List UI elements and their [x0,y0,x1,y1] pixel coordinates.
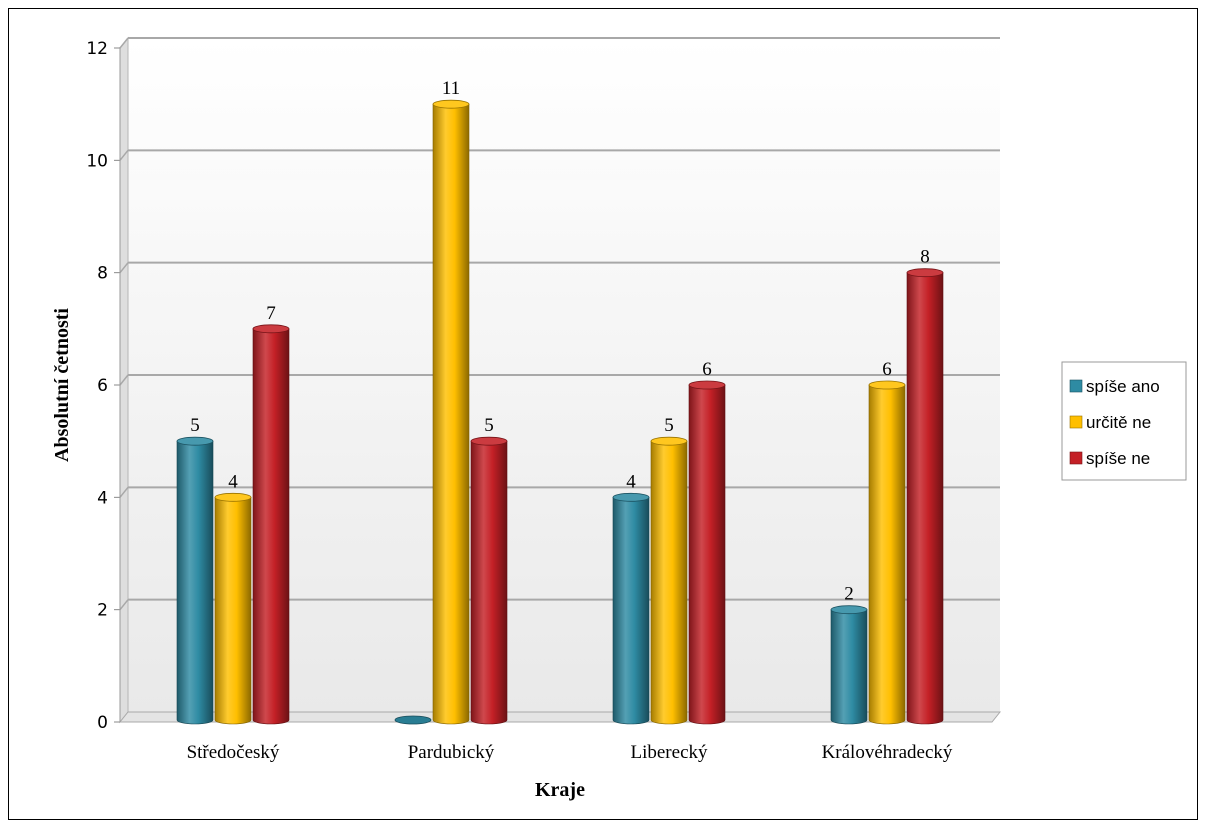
bar [830,605,868,725]
x-tick-label: Liberecký [630,742,708,763]
data-label: 4 [626,471,636,492]
bar-top [650,436,688,446]
data-label: 5 [664,415,674,436]
legend-label: spíše ano [1086,377,1160,396]
y-tick-label: 0 [97,713,108,733]
data-label: 5 [190,415,200,436]
legend-swatch [1069,451,1083,465]
bar [432,99,470,725]
bar-body [432,103,470,725]
bar-body [214,497,252,725]
bar-body [650,440,688,725]
data-label: 4 [228,471,238,492]
bar [252,324,290,725]
bar-top [252,324,290,334]
bar-body [470,440,508,725]
bar-top [612,492,650,502]
y-tick-label: 2 [97,601,108,621]
bar [906,268,944,725]
bar-top [830,605,868,615]
gridline-side [119,262,129,274]
bar [688,380,726,725]
data-label: 5 [484,415,494,436]
bar-top [868,380,906,390]
bar-top [394,715,432,725]
x-tick-label: Středočeský [187,742,280,763]
gridline-side [119,37,129,49]
y-tick-label: 4 [97,488,108,508]
data-label: 11 [442,78,460,99]
bar [394,715,432,725]
plot-floor [118,711,1002,723]
bar [612,492,650,725]
y-tick-label: 8 [97,264,108,284]
y-tick-label: 12 [86,39,108,59]
data-label: 6 [882,359,892,380]
bar [214,492,252,725]
legend-label: určitě ne [1086,413,1151,432]
legend-label: spíše ne [1086,449,1150,468]
gridline-side [119,149,129,161]
y-tick-label: 10 [86,151,108,171]
y-tick-label: 6 [97,376,108,396]
bar-top [906,268,944,278]
bar-body [906,272,944,725]
bar [868,380,906,725]
gridline-side [119,486,129,498]
data-label: 2 [844,584,854,605]
x-tick-label: Pardubický [408,742,495,763]
bar-body [176,440,214,725]
data-label: 8 [920,247,930,268]
x-tick-label: Královéhradecký [822,742,953,763]
data-label: 6 [702,359,712,380]
bar-body [868,384,906,725]
bar-top [176,436,214,446]
bar-top [214,492,252,502]
y-axis-title: Absolutní četnosti [51,308,73,462]
bar-body [688,384,726,725]
data-label: 7 [266,303,276,324]
bar-body [612,497,650,725]
bar-top [688,380,726,390]
legend-box [1061,361,1187,481]
x-axis-title: Kraje [535,779,585,801]
bar-top [470,436,508,446]
bar-body [252,328,290,725]
legend-swatch [1069,415,1083,429]
bar [176,436,214,725]
bar [650,436,688,725]
bar-body [830,609,868,725]
gridline-side [119,599,129,611]
gridline-side [119,374,129,386]
legend: spíše ano určitě ne spíše ne [1061,361,1187,481]
bar-top [432,99,470,109]
bar [470,436,508,725]
legend-swatch [1069,379,1083,393]
